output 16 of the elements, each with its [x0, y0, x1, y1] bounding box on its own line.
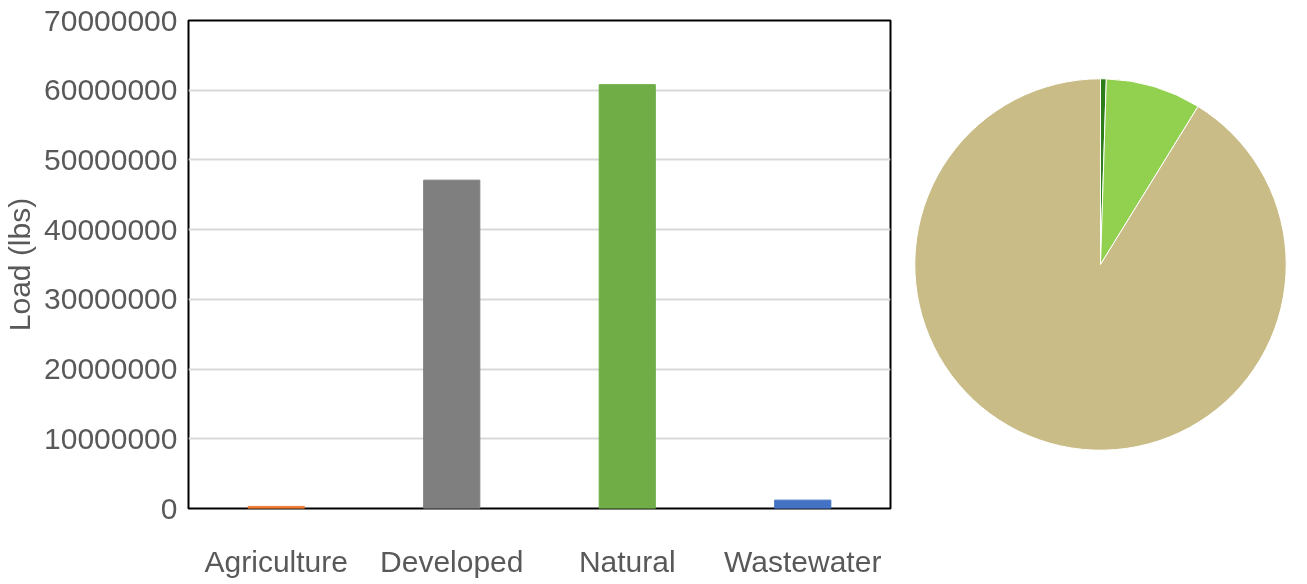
x-tick-label: Agriculture — [204, 544, 348, 578]
y-tick-label: 30000000 — [44, 282, 178, 316]
bar — [774, 499, 832, 509]
bar — [423, 179, 481, 509]
y-tick-label: 20000000 — [44, 352, 178, 386]
y-tick-label: 50000000 — [44, 142, 178, 176]
y-tick-label: 70000000 — [44, 3, 178, 37]
y-tick-label: 60000000 — [44, 73, 178, 107]
x-tick-label: Developed — [380, 544, 524, 578]
bar — [598, 84, 656, 509]
x-tick-label: Natural — [578, 544, 676, 578]
y-tick-label: 40000000 — [44, 212, 178, 246]
y-tick-label: 0 — [160, 491, 178, 525]
y-tick-label: 10000000 — [44, 421, 178, 455]
x-tick-label: Wastewater — [724, 544, 882, 578]
y-axis-title: Load (lbs) — [3, 197, 37, 332]
